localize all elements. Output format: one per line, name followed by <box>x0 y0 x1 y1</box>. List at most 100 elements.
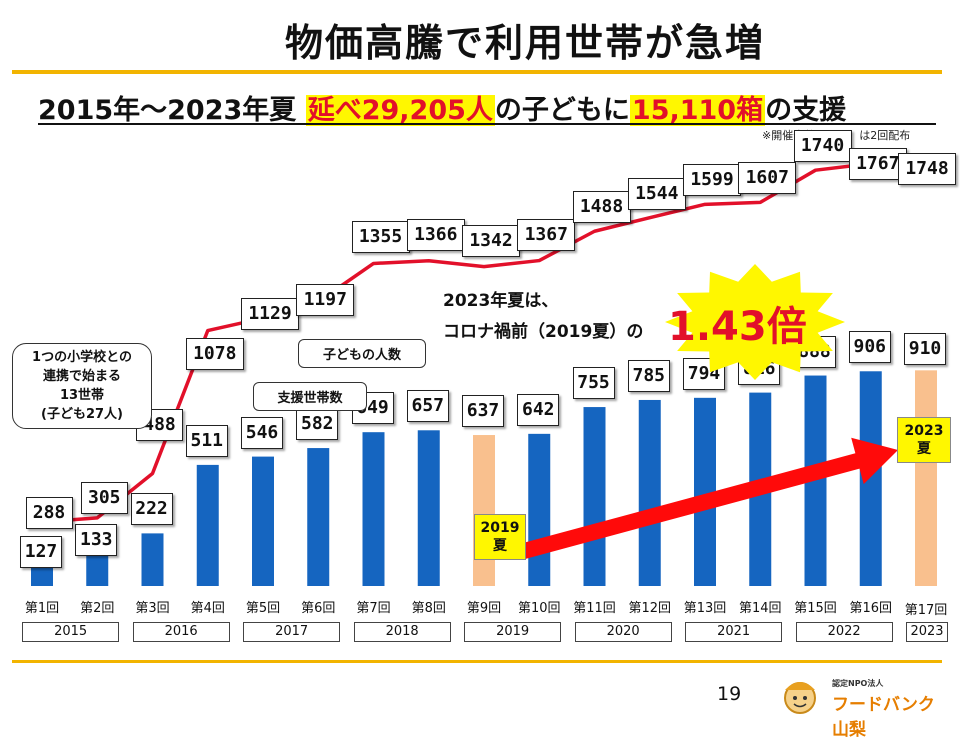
children-value-label: 1607 <box>738 162 797 195</box>
category-label: 第11回 <box>573 601 616 616</box>
start-callout-line: (子ども27人) <box>41 407 123 422</box>
household-bar <box>307 448 330 586</box>
household-bar <box>252 456 274 586</box>
start-callout-line: 1つの小学校との <box>32 350 132 365</box>
children-callout: 子どもの人数 <box>298 339 426 368</box>
page-title: 物価高騰で利用世帯が急増 <box>284 21 765 65</box>
start-callout-line: 連携で始まる <box>42 369 121 384</box>
category-label: 第8回 <box>411 601 446 616</box>
footer-divider <box>12 660 942 663</box>
household-value-label: 133 <box>75 524 118 556</box>
household-bar <box>859 371 882 586</box>
year-group-label: 2021 <box>685 622 783 642</box>
children-value-label: 1367 <box>517 218 576 251</box>
category-label: 第16回 <box>849 601 893 616</box>
children-value-label: 1078 <box>185 338 244 370</box>
summary-heading: 2015年～2023年夏 延べ29,205人の子どもに15,110箱の支援 <box>38 88 846 127</box>
year-label-season: 夏 <box>917 441 931 457</box>
year-label-2019: 2019 夏 <box>474 514 526 560</box>
children-value-label: 1740 <box>793 130 852 163</box>
year-group-label: 2019 <box>464 622 562 642</box>
household-value-label: 127 <box>20 536 62 568</box>
household-bar <box>528 433 551 586</box>
note-line-1: 2023年夏は、 <box>443 291 559 311</box>
household-bar <box>473 435 495 586</box>
year-group-label: 2020 <box>574 622 672 642</box>
household-value-label: 657 <box>406 390 449 423</box>
children-value-label: 1767 <box>848 148 907 180</box>
category-label: 第5回 <box>245 601 281 616</box>
children-value-label: 1488 <box>572 191 631 224</box>
household-bar <box>141 533 164 586</box>
growth-ratio: 1.43倍 <box>668 304 807 350</box>
summary-tail: の支援 <box>765 95 847 126</box>
household-bar <box>915 370 937 586</box>
household-value-label: 910 <box>904 333 946 365</box>
category-label: 第17回 <box>904 603 948 618</box>
household-value-label: 546 <box>241 416 283 449</box>
household-value-label: 755 <box>572 367 615 400</box>
start-callout-line: 13世帯 <box>59 388 105 403</box>
children-value-label: 1342 <box>462 224 520 257</box>
household-bar <box>583 407 606 586</box>
children-value-label: 1366 <box>406 218 465 251</box>
category-label: 第3回 <box>135 601 170 616</box>
household-bar <box>417 430 440 586</box>
note-line-2: コロナ禍前（2019夏）の <box>443 322 644 342</box>
year-group-label: 2016 <box>132 622 230 642</box>
children-value-label: 1544 <box>627 177 686 210</box>
title-divider <box>12 70 942 74</box>
category-label: 第7回 <box>356 601 391 616</box>
year-label-year: 2023 <box>904 423 944 439</box>
household-bar <box>694 397 716 586</box>
year-label-2023: 2023 夏 <box>897 417 951 463</box>
household-value-label: 637 <box>462 395 504 428</box>
logo-name: フードバンク山梨 <box>832 695 935 740</box>
category-label: 第15回 <box>794 601 837 616</box>
category-label: 第1回 <box>24 601 60 616</box>
year-label-season: 夏 <box>493 538 507 554</box>
household-value-label: 785 <box>627 359 670 392</box>
children-line <box>41 161 871 524</box>
category-label: 第13回 <box>683 601 727 616</box>
household-bar <box>804 375 827 586</box>
start-callout: 1つの小学校との 連携で始まる 13世帯 (子ども27人) <box>12 343 152 429</box>
household-bar <box>362 432 385 586</box>
summary-connector: の子どもに <box>494 95 630 126</box>
mascot-icon <box>784 682 816 714</box>
category-label: 第10回 <box>517 601 561 616</box>
category-label: 第9回 <box>466 601 502 616</box>
children-value-label: 1197 <box>296 284 355 316</box>
household-value-label: 222 <box>130 493 173 526</box>
starburst-icon <box>665 264 845 380</box>
household-value-label: 642 <box>517 393 560 426</box>
category-label: 第6回 <box>301 601 336 616</box>
year-group-label: 2022 <box>795 622 893 642</box>
category-label: 第2回 <box>80 601 115 616</box>
year-group-label: 2017 <box>243 622 341 642</box>
year-group-label: 2015 <box>22 622 120 642</box>
children-value-label: 305 <box>80 481 128 514</box>
page-number: 19 <box>717 683 742 705</box>
children-value-label: 1748 <box>898 153 956 185</box>
summary-underline <box>38 123 936 125</box>
category-label: 第14回 <box>738 601 782 616</box>
households-callout: 支援世帯数 <box>253 382 367 411</box>
household-value-label: 582 <box>296 408 339 441</box>
year-group-label: 2018 <box>353 622 451 642</box>
children-value-label: 288 <box>25 497 73 529</box>
category-label: 第4回 <box>190 601 225 616</box>
comparison-note: 2023年夏は、 コロナ禍前（2019夏）の <box>443 286 643 348</box>
summary-period: 2015年～2023年夏 <box>38 95 306 126</box>
household-bar <box>196 464 219 586</box>
household-bar <box>86 554 109 586</box>
category-label: 第12回 <box>628 601 672 616</box>
boxes-total: 15,110箱 <box>629 95 766 126</box>
children-value-label: 1599 <box>683 164 741 197</box>
organization-logo: 認定NPO法人 フードバンク山梨 <box>778 672 948 740</box>
children-total: 延べ29,205人 <box>305 95 495 126</box>
year-group-label: 2023 <box>906 622 948 642</box>
logo-subtitle: 認定NPO法人 <box>832 679 884 688</box>
children-value-label: 1355 <box>351 221 410 254</box>
household-bar <box>638 399 661 586</box>
